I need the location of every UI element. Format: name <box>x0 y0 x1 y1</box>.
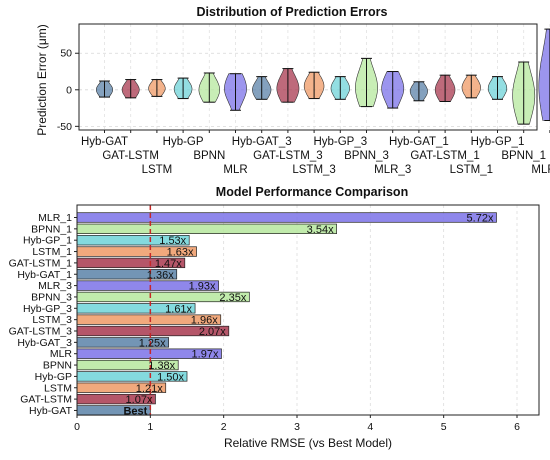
violin-body <box>538 28 550 121</box>
violin-x-tick-label: BPNN_1 <box>501 150 546 162</box>
violin-y-tick-label: 0 <box>66 84 72 96</box>
violin-BPNN_3 <box>355 57 378 108</box>
bar-value-label: 1.21x <box>136 383 163 395</box>
bar-y-tick-label: LSTM_3 <box>32 314 72 326</box>
bar-y-tick-label: Hyb-GP_3 <box>23 303 72 315</box>
violin-Hyb-GP_1 <box>487 76 508 100</box>
bar-x-tick-label: 0 <box>74 421 80 433</box>
bar-value-label: 1.53x <box>159 235 186 247</box>
bar-y-tick-label: MLR_3 <box>38 280 72 292</box>
violin-x-tick-label: Hyb-GAT_3 <box>232 136 292 148</box>
bar-x-ticks: 0 1 2 3 4 5 6 <box>74 415 520 433</box>
bar-MLR_1 <box>76 212 497 223</box>
bar-y-tick-label: Hyb-GAT <box>29 405 73 417</box>
bar-value-label: 1.63x <box>167 247 194 259</box>
bar-value-label: 1.47x <box>155 258 182 270</box>
bar-series <box>76 212 497 416</box>
violin-x-tick-label: Hyb-GP_1 <box>471 136 525 148</box>
bar-y-tick-label: LSTM_1 <box>32 246 72 258</box>
violin-x-tick-label: Hyb-GP <box>163 136 204 148</box>
violin-GAT-LSTM <box>121 79 140 99</box>
violin-x-tick-label: MLR <box>223 164 247 176</box>
violin-x-tick-label: BPNN_3 <box>344 150 389 162</box>
bar-BPNN_1 <box>76 223 337 235</box>
violin-x-tick-label: LSTM_1 <box>450 164 493 176</box>
violin-LSTM <box>148 79 166 97</box>
violin-chart-title: Distribution of Prediction Errors <box>197 5 388 19</box>
violin-x-tick-label: GAT-LSTM <box>102 150 159 162</box>
bar-value-label: 5.72x <box>467 213 494 225</box>
violin-MLR_3 <box>381 71 405 109</box>
bar-y-ticks: MLR_1BPNN_1Hyb-GP_1LSTM_1GAT-LSTM_1Hyb-G… <box>9 212 77 417</box>
bar-value-label: Best <box>123 405 147 417</box>
violin-x-tick-label: LSTM_3 <box>292 164 335 176</box>
bar-value-label: 1.50x <box>157 371 184 383</box>
bar-y-tick-label: BPNN_3 <box>31 291 72 303</box>
bar-value-label: 1.96x <box>191 315 218 327</box>
violin-MLR <box>224 73 247 111</box>
violin-MLR_1 <box>538 28 550 121</box>
violin-LSTM_3 <box>303 71 325 100</box>
bar-y-tick-label: LSTM <box>44 382 72 394</box>
violin-BPNN <box>198 72 220 103</box>
violin-Hyb-GP_3 <box>330 76 350 100</box>
bar-y-tick-label: Hyb-GAT_3 <box>17 337 72 349</box>
bar-x-axis-label: Relative RMSE (vs Best Model) <box>224 436 392 450</box>
violin-LSTM_1 <box>461 74 481 99</box>
violin-GAT-LSTM_1 <box>434 74 456 102</box>
bar-y-tick-label: MLR_1 <box>38 212 72 224</box>
bar-x-tick-label: 1 <box>147 421 153 433</box>
violin-y-axis-label: Prediction Error (μm) <box>35 24 49 136</box>
bar-x-tick-label: 6 <box>514 421 520 433</box>
violin-x-tick-label: MLR_1 <box>531 164 550 176</box>
violin-Hyb-GP <box>173 77 193 100</box>
violin-x-tick-label: GAT-LSTM_1 <box>410 150 479 162</box>
bar-x-tick-label: 3 <box>294 421 300 433</box>
violin-Hyb-GAT_1 <box>409 81 428 102</box>
violin-Hyb-GAT <box>96 80 113 98</box>
bar-x-tick-label: 4 <box>367 421 373 433</box>
bar-value-label: 3.54x <box>307 224 334 236</box>
bar-chart-title: Model Performance Comparison <box>216 185 408 199</box>
bar-value-label: 1.61x <box>165 303 192 315</box>
violin-series <box>96 28 550 125</box>
violin-Hyb-GAT_3 <box>252 76 272 100</box>
bar-y-tick-label: Hyb-GAT_1 <box>17 269 72 281</box>
bar-y-tick-label: Hyb-GP <box>35 371 72 383</box>
bar-x-tick-label: 5 <box>441 421 447 433</box>
violin-GAT-LSTM_3 <box>276 68 300 103</box>
violin-y-ticks: -50 0 50 <box>57 48 79 133</box>
bar-y-tick-label: Hyb-GP_1 <box>23 235 72 247</box>
bar-y-tick-label: BPNN_1 <box>31 223 72 235</box>
bar-y-tick-label: GAT-LSTM_3 <box>9 326 73 338</box>
bar-value-label: 1.93x <box>189 281 216 293</box>
violin-x-ticks: Hyb-GAT GAT-LSTM LSTM Hyb-GP BPNN MLR Hyb-GAT_… <box>81 130 550 176</box>
bar-y-tick-label: MLR <box>50 348 73 360</box>
violin-x-tick-label: GAT-LSTM_3 <box>253 150 322 162</box>
bar-x-tick-label: 2 <box>221 421 227 433</box>
bar-value-label: 2.07x <box>199 326 226 338</box>
violin-BPNN_1 <box>512 61 536 125</box>
bar-y-tick-label: GAT-LSTM <box>20 394 72 406</box>
bar-value-label: 1.97x <box>192 349 219 361</box>
bar-value-label: 1.07x <box>126 394 153 406</box>
bar-y-tick-label: GAT-LSTM_1 <box>9 257 73 269</box>
bar-value-label: 1.25x <box>139 337 166 349</box>
violin-x-tick-label: MLR_3 <box>374 164 411 176</box>
violin-plot-frame <box>78 23 538 131</box>
bar-value-label: 1.36x <box>147 269 174 281</box>
violin-x-tick-label: Hyb-GP_3 <box>313 136 367 148</box>
violin-x-tick-label: LSTM <box>142 164 173 176</box>
bar-plot-frame <box>76 204 540 416</box>
bar-value-label: 2.35x <box>219 292 246 304</box>
violin-x-tick-label: Hyb-GAT <box>81 136 128 148</box>
bar-y-tick-label: BPNN <box>43 360 72 372</box>
violin-x-tick-label: Hyb-GAT_1 <box>389 136 449 148</box>
violin-y-tick-label: 50 <box>60 48 72 60</box>
bar-value-label: 1.38x <box>148 360 175 372</box>
violin-y-tick-label: -50 <box>57 121 72 133</box>
violin-x-tick-label: BPNN <box>193 150 225 162</box>
